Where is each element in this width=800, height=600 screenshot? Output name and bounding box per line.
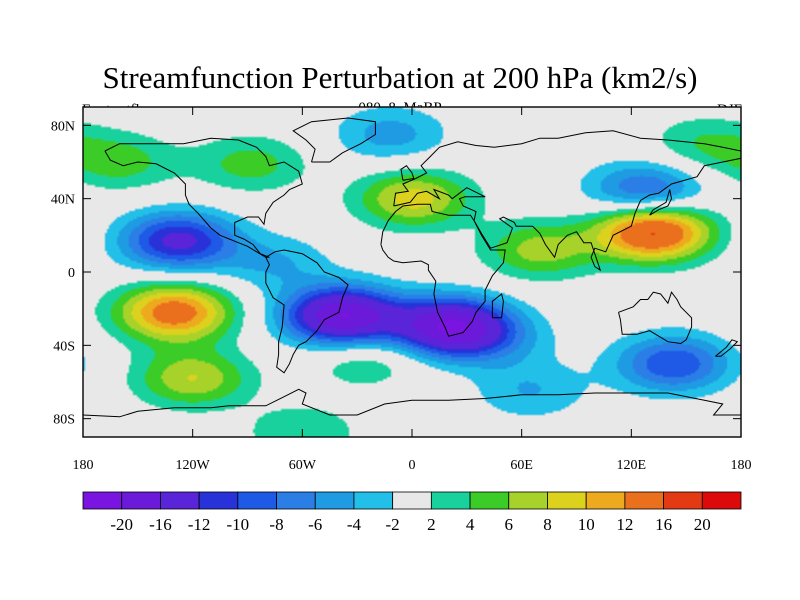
colorbar-swatch — [82, 491, 123, 510]
colorbar-swatch — [160, 491, 200, 510]
colorbar-swatch — [508, 491, 548, 510]
north-america-outline — [104, 137, 303, 258]
colorbar-label: 20 — [694, 515, 711, 534]
colorbar-swatch — [701, 491, 742, 510]
colorbar-label: -12 — [188, 515, 211, 534]
x-tick-label: 180 — [73, 458, 94, 473]
x-tick-label: 0 — [409, 458, 416, 473]
y-tick-label: 80N — [51, 119, 75, 134]
colorbar-swatch — [663, 491, 703, 510]
colorbar-label: -20 — [110, 515, 133, 534]
colorbar-label: 2 — [427, 515, 436, 534]
x-tick-label: 60W — [289, 458, 317, 473]
colorbar-label: 4 — [466, 515, 475, 534]
colorbar-label: -16 — [149, 515, 172, 534]
y-tick-label: 40N — [51, 193, 75, 208]
australia-outline — [618, 291, 693, 345]
madagascar-outline — [491, 293, 504, 319]
colorbar: -20 -16 -12 -10 -8 -6 -4 -2 2 4 6 8 10 12 16 20 — [82, 491, 742, 534]
colorbar-swatch — [585, 491, 626, 510]
colorbar-swatch — [121, 491, 161, 510]
antarctica-outline — [82, 388, 741, 418]
colorbar-swatch — [198, 491, 239, 510]
greenland-outline — [292, 117, 376, 163]
y-tick-label: 80S — [53, 413, 75, 428]
chart-title: Streamfunction Perturbation at 200 hPa (… — [102, 60, 698, 95]
africa-outline — [380, 203, 506, 337]
streamfunction-field — [83, 107, 741, 437]
x-tick-label: 120E — [617, 458, 647, 473]
y-tick-label: 40S — [53, 339, 75, 354]
colorbar-label: -8 — [269, 515, 283, 534]
colorbar-swatch — [314, 491, 355, 510]
colorbar-swatch — [353, 491, 394, 510]
axes: 180 120W 60W 0 60E 120E 180 80N 40N 0 40S 80S — [51, 107, 752, 473]
colorbar-label: -10 — [226, 515, 249, 534]
colorbar-swatch — [392, 491, 432, 510]
colorbar-swatch — [237, 491, 277, 510]
colorbar-label: -2 — [386, 515, 400, 534]
colorbar-swatch — [430, 491, 471, 510]
colorbar-label: 12 — [616, 515, 633, 534]
colorbar-label: -6 — [308, 515, 322, 534]
colorbar-swatch — [469, 491, 510, 510]
colorbar-label: 10 — [578, 515, 595, 534]
x-tick-label: 60E — [510, 458, 533, 473]
coastlines — [82, 117, 742, 418]
colorbar-label: 8 — [543, 515, 552, 534]
japan-outline — [649, 189, 673, 216]
x-tick-label: 180 — [731, 458, 752, 473]
map-plot — [82, 106, 742, 438]
x-tick-label: 120W — [176, 458, 211, 473]
eurasia-outline — [393, 130, 742, 272]
uk-outline — [400, 165, 415, 181]
colorbar-swatch — [624, 491, 664, 510]
colorbar-label: 6 — [505, 515, 514, 534]
colorbar-swatch — [547, 491, 587, 510]
y-tick-label: 0 — [68, 266, 75, 281]
new-zealand-outline — [715, 339, 739, 357]
colorbar-label: -4 — [347, 515, 362, 534]
south-america-outline — [265, 249, 349, 374]
colorbar-swatch — [276, 491, 316, 510]
colorbar-label: 16 — [655, 515, 672, 534]
